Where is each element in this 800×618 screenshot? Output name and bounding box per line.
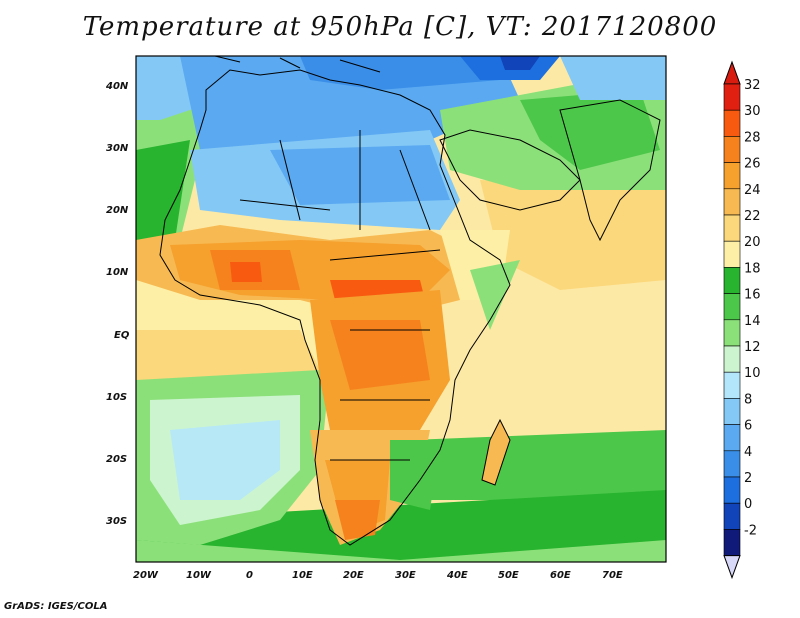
lat-label-30s: 30S [106,516,127,527]
lon-label-60e: 60E [550,570,571,581]
lon-label-70e: 70E [602,570,623,581]
colorbar-level-label: 0 [744,497,752,512]
temperature-field [136,56,666,562]
colorbar-swatch [723,214,741,242]
colorbar-bottom-arrow [723,555,741,580]
chart-title: Temperature at 950hPa [C], VT: 201712080… [82,12,718,42]
colorbar-level-label: 24 [744,183,761,198]
colorbar-swatch [723,502,741,530]
colorbar-top-arrow [723,60,741,85]
colorbar-level-label: 10 [744,366,761,381]
colorbar-level-label: 18 [744,261,761,276]
colorbar-swatch [723,319,741,347]
colorbar-swatch [723,398,741,425]
lat-label-30n: 30N [106,143,129,154]
colorbar-level-label: 22 [744,209,761,224]
colorbar-swatch [723,424,741,452]
lat-label-eq: EQ [114,330,130,341]
colorbar-swatch [723,162,741,190]
lon-label-40e: 40E [446,570,468,581]
lat-label-10n: 10N [106,267,129,278]
lon-label-10e: 10E [292,570,313,581]
plot-frame [135,55,667,563]
lon-label-30e: 30E [395,570,416,581]
lat-label-40n: 40N [105,81,129,92]
colorbar-swatch [723,109,741,137]
colorbar-swatch [723,136,741,163]
coastlines [159,56,661,546]
colorbar-swatch [723,529,741,556]
lon-label-50e: 50E [498,570,519,581]
colorbar-swatch [723,371,741,399]
lat-label-20s: 20S [106,454,127,465]
colorbar-level-label: 2 [744,471,752,486]
colorbar-level-label: 30 [744,104,761,119]
colorbar-level-label: 32 [744,78,761,93]
colorbar-swatch [723,188,741,216]
colorbar-swatch [723,345,741,373]
colorbar-level-label: 16 [744,288,761,303]
lon-label-20e: 20E [343,570,364,581]
colorbar-swatch [723,240,741,268]
colorbar-level-label: 6 [744,419,752,434]
lat-label-20n: 20N [106,205,129,216]
colorbar-level-label: 12 [744,340,761,355]
grads-credit: GrADS: IGES/COLA [4,601,108,612]
lat-label-10s: 10S [106,392,127,403]
lon-label-0: 0 [246,570,253,581]
colorbar-swatch [723,267,741,294]
colorbar-swatch [723,293,741,321]
colorbar-level-label: -2 [744,523,757,538]
lon-label-20w: 20W [133,570,159,581]
colorbar-swatch [723,83,741,111]
colorbar-swatch [723,476,741,504]
colorbar-level-label: 28 [744,130,761,145]
colorbar-level-label: 20 [744,235,761,250]
latitude-axis: 40N 30N 20N 10N EQ 10S 20S 30S [105,81,130,527]
colorbar-level-label: 26 [744,157,761,172]
colorbar-level-label: 14 [744,314,761,329]
colorbar-swatch [723,450,741,478]
colorbar-level-label: 8 [744,392,752,407]
longitude-axis: 20W 10W 0 10E 20E 30E 40E 50E 60E 70E [133,570,623,581]
colorbar-level-label: 4 [744,445,752,460]
lon-label-10w: 10W [186,570,212,581]
